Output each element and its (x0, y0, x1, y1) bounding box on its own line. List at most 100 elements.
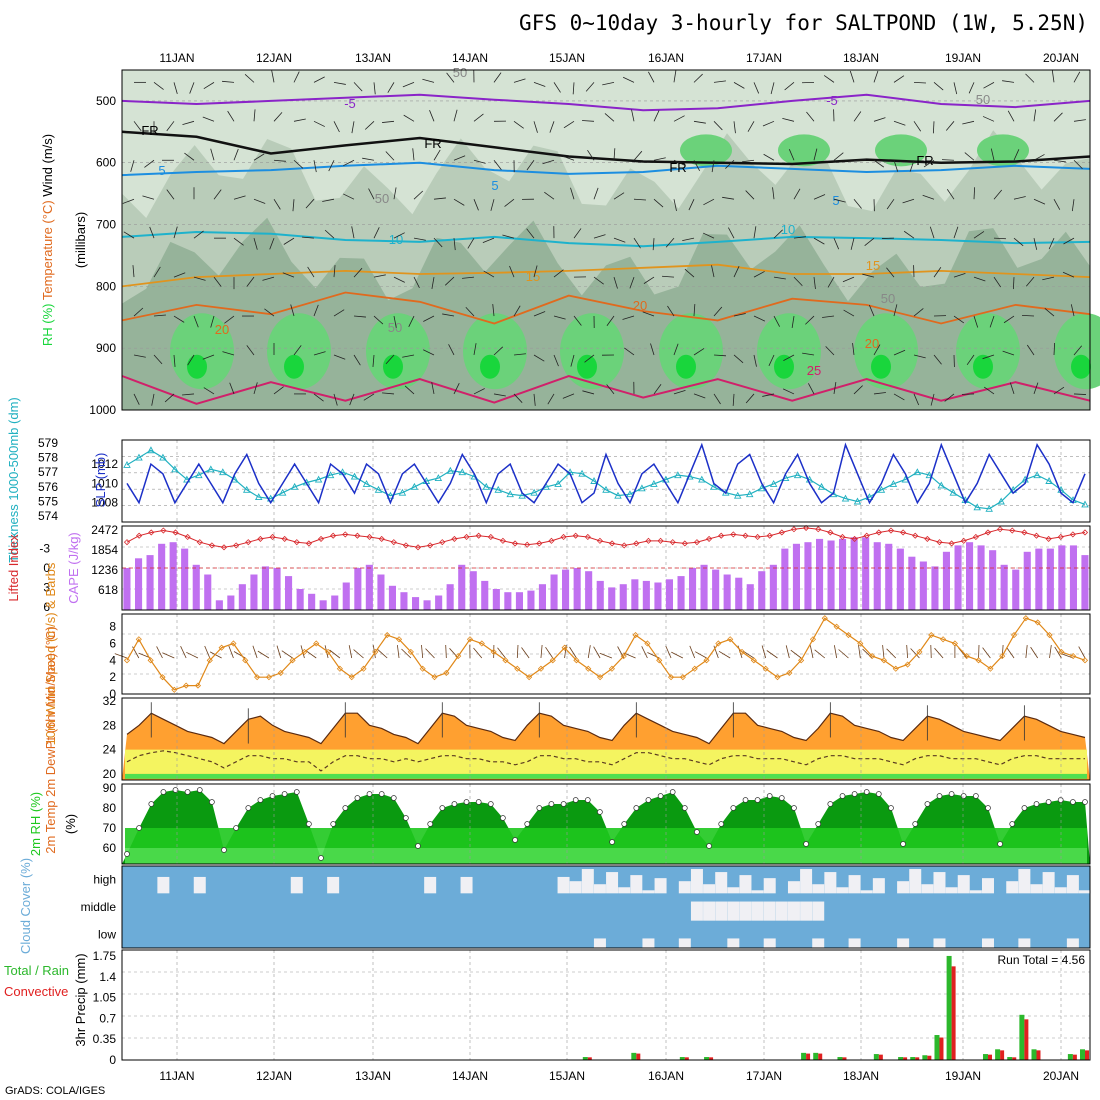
rh2-point (597, 809, 603, 815)
cape-bar (735, 577, 743, 610)
li-point (936, 539, 943, 546)
cape-bar (435, 595, 443, 610)
wind-barb (843, 309, 855, 317)
wind-barb (793, 236, 806, 239)
date-label-bottom: 13JAN (355, 1069, 391, 1083)
rh2-point (839, 793, 846, 799)
thickness-point (195, 471, 203, 479)
wind-barb (613, 148, 616, 161)
wind-barb-10m (276, 645, 282, 659)
wind-barb (909, 160, 915, 172)
wind-barb (873, 392, 886, 395)
wind-barb (711, 160, 715, 173)
wind-point (384, 631, 391, 639)
cape-bar (342, 582, 350, 610)
wind-barb (493, 346, 504, 356)
wind-point (892, 665, 899, 672)
wind-barb (713, 121, 723, 131)
y-tick-right: 2472 (91, 523, 118, 537)
cloud-mid-bar (703, 901, 716, 921)
thickness-point (949, 488, 958, 496)
y-tick-label: 0.7 (99, 1011, 116, 1025)
wind-barb (953, 273, 966, 278)
rh2-point (803, 841, 809, 847)
rh-saturated-region (383, 354, 403, 379)
wind-barb (585, 82, 595, 92)
wind-barb (293, 345, 302, 356)
cloud-background (122, 866, 1090, 948)
wind-barb (570, 187, 575, 200)
li-point (827, 529, 834, 536)
date-label-bottom: 18JAN (843, 1069, 879, 1083)
wind-barb (122, 198, 135, 204)
wind-barb (1025, 73, 1035, 83)
wind-barb (290, 304, 295, 317)
y-axis-label: Lifted Index (6, 534, 21, 602)
contour-label: 20 (633, 298, 647, 313)
cloud-mid-bar (727, 901, 740, 921)
wind-barb (387, 82, 395, 93)
wind-point (1070, 653, 1077, 660)
cloud-high-bar (751, 890, 764, 894)
wind-barb (945, 121, 955, 131)
thickness-point (973, 503, 981, 511)
rh2-point (293, 789, 300, 795)
wind-barb (953, 226, 959, 239)
cloud-high-bar (715, 872, 728, 894)
wind-barb (446, 72, 455, 83)
y-tick-label: 500 (96, 94, 116, 108)
wind-barb (973, 187, 976, 200)
wind-barb (864, 237, 875, 247)
thickness-point (314, 475, 323, 483)
wind-barb (253, 153, 265, 161)
rh2-point (754, 797, 761, 803)
wind-barb (385, 151, 395, 161)
cloud-mid-bar (775, 901, 788, 921)
wind-barb (773, 315, 780, 327)
li-point (706, 535, 713, 542)
wind-barb (1012, 277, 1015, 290)
wind-barb (693, 160, 700, 172)
wind-point (1010, 631, 1018, 639)
rh2-point (584, 797, 591, 803)
wind-barb (273, 198, 281, 210)
wind-barb-10m (162, 652, 175, 659)
wind-barb-10m (766, 650, 778, 659)
wind-barb-10m (372, 645, 376, 659)
thickness-point (290, 482, 299, 490)
wind-barb (933, 82, 944, 91)
wind-barb (993, 189, 1003, 200)
wind-barb (253, 382, 258, 395)
date-label-top: 18JAN (843, 51, 879, 65)
rh2-point (681, 805, 688, 811)
rh2-point (718, 821, 725, 827)
rh2-point (1033, 801, 1040, 807)
cape-bar (238, 584, 246, 610)
wind-barb (133, 354, 146, 358)
rh2-point (160, 789, 167, 795)
wind-barb (513, 305, 521, 317)
wind-barb (504, 198, 515, 207)
wind-barb (973, 315, 979, 328)
wind-barb (253, 238, 258, 250)
wind-barb (123, 231, 135, 239)
wind-barb (606, 384, 615, 395)
wind-barb-10m (425, 648, 435, 659)
cloud-low-bar (812, 938, 825, 948)
wind-barb (964, 152, 975, 161)
wind-barb-10m (886, 648, 897, 659)
wind-barb (273, 112, 283, 122)
precip-conv-bar (818, 1053, 823, 1060)
y-tick-label: 1.75 (93, 949, 117, 963)
wind-point (691, 665, 698, 672)
rh2-point (500, 815, 506, 821)
y-tick-left: 574 (38, 509, 58, 523)
wind-barb (652, 238, 655, 251)
wind-barb (563, 120, 575, 129)
precip-conv-bar (951, 966, 956, 1060)
cloud-low-bar (1018, 938, 1031, 948)
cloud-high-bar (933, 872, 946, 894)
thickness-point (614, 491, 622, 499)
li-point (269, 533, 276, 541)
dewpoint-band (125, 749, 1087, 774)
